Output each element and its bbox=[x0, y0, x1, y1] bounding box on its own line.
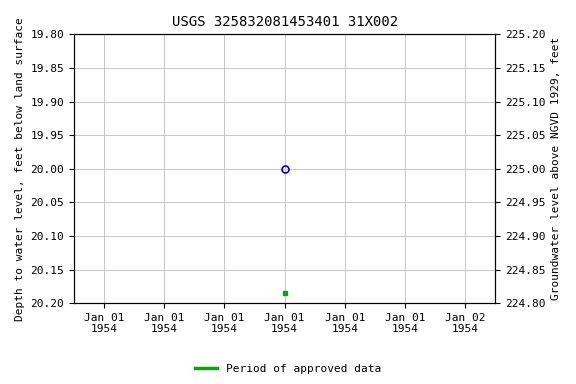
Y-axis label: Groundwater level above NGVD 1929, feet: Groundwater level above NGVD 1929, feet bbox=[551, 37, 561, 300]
Title: USGS 325832081453401 31X002: USGS 325832081453401 31X002 bbox=[172, 15, 397, 29]
Y-axis label: Depth to water level, feet below land surface: Depth to water level, feet below land su… bbox=[15, 17, 25, 321]
Legend: Period of approved data: Period of approved data bbox=[191, 359, 385, 379]
